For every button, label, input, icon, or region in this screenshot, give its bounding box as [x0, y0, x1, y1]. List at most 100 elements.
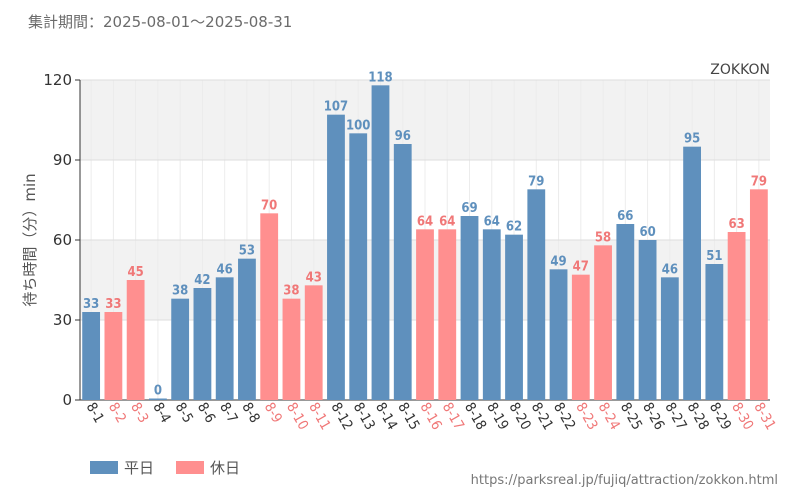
x-tick-label-8-25: 8-25 — [617, 400, 645, 433]
x-tick-label-8-21: 8-21 — [528, 400, 556, 433]
bar-8-3[interactable] — [126, 280, 145, 400]
x-tick-label-8-4: 8-4 — [149, 400, 173, 426]
bar-8-13[interactable] — [349, 133, 368, 401]
legend-label-holiday: 休日 — [210, 459, 241, 477]
x-tick-label-8-11: 8-11 — [305, 400, 333, 433]
bar-8-8[interactable] — [238, 258, 256, 400]
bar-8-19[interactable] — [482, 229, 501, 400]
value-label-8-10: 38 — [283, 284, 299, 299]
x-tick-label-8-28: 8-28 — [684, 400, 712, 433]
bar-8-24[interactable] — [594, 245, 612, 400]
value-label-8-23: 47 — [573, 260, 589, 275]
value-label-8-25: 66 — [617, 209, 633, 224]
value-label-8-22: 49 — [550, 254, 566, 269]
x-tick-label-8-10: 8-10 — [283, 400, 311, 433]
x-tick-label-8-24: 8-24 — [595, 400, 623, 433]
bar-8-12[interactable] — [327, 114, 345, 401]
x-tick-label-8-22: 8-22 — [550, 400, 578, 433]
bar-8-15[interactable] — [393, 144, 412, 400]
bar-8-30[interactable] — [727, 232, 746, 400]
value-label-8-31: 79 — [751, 174, 767, 189]
value-label-8-28: 95 — [684, 132, 700, 147]
x-tick-label-8-8: 8-8 — [238, 400, 262, 426]
legend-label-weekday: 平日 — [124, 459, 155, 477]
bar-8-23[interactable] — [571, 274, 590, 400]
value-label-8-14: 118 — [368, 70, 392, 85]
bar-8-5[interactable] — [171, 298, 190, 400]
value-label-8-24: 58 — [595, 230, 611, 245]
x-tick-label-8-20: 8-20 — [506, 400, 534, 433]
x-tick-label-8-23: 8-23 — [572, 400, 600, 433]
bar-8-17[interactable] — [438, 229, 457, 400]
x-tick-label-8-27: 8-27 — [661, 400, 689, 433]
bar-8-31[interactable] — [749, 189, 768, 400]
bar-8-6[interactable] — [193, 288, 212, 400]
value-label-8-15: 96 — [395, 129, 411, 144]
x-tick-label-8-19: 8-19 — [483, 400, 511, 433]
value-label-8-18: 69 — [461, 201, 477, 216]
bar-8-14[interactable] — [371, 85, 390, 400]
value-label-8-17: 64 — [439, 214, 455, 229]
bar-8-29[interactable] — [705, 264, 724, 400]
x-tick-label-8-14: 8-14 — [372, 400, 400, 433]
x-tick-label-8-5: 8-5 — [172, 400, 196, 426]
value-label-8-19: 64 — [484, 214, 500, 229]
x-tick-label-8-31: 8-31 — [750, 400, 778, 433]
value-label-8-11: 43 — [306, 270, 322, 285]
x-tick-label-8-9: 8-9 — [261, 400, 285, 426]
value-label-8-12: 107 — [324, 100, 348, 115]
value-label-8-29: 51 — [706, 249, 722, 264]
bar-8-9[interactable] — [260, 213, 279, 400]
legend-item-holiday[interactable]: 休日 — [176, 457, 240, 478]
legend-item-weekday[interactable]: 平日 — [90, 457, 154, 478]
x-tick-label-8-15: 8-15 — [394, 400, 422, 433]
x-tick-label-8-2: 8-2 — [105, 400, 129, 426]
bar-8-20[interactable] — [505, 234, 523, 400]
x-tick-label-8-13: 8-13 — [350, 400, 378, 433]
bar-8-11[interactable] — [304, 285, 323, 400]
x-tick-label-8-29: 8-29 — [706, 400, 734, 433]
x-tick-label-8-6: 8-6 — [194, 400, 218, 426]
value-label-8-5: 38 — [172, 284, 188, 299]
bar-8-27[interactable] — [660, 277, 679, 400]
bar-8-2[interactable] — [104, 312, 123, 400]
value-label-8-1: 33 — [83, 297, 99, 312]
legend: 平日 休日 — [90, 457, 262, 478]
source-url[interactable]: https://parksreal.jp/fujiq/attraction/zo… — [470, 473, 778, 488]
y-tick-label: 90 — [53, 151, 72, 169]
value-label-8-8: 53 — [239, 244, 255, 259]
y-axis-title: 待ち時間（分）min — [21, 173, 39, 306]
x-tick-label-8-7: 8-7 — [216, 400, 240, 426]
bar-8-7[interactable] — [215, 277, 234, 400]
value-label-8-20: 62 — [506, 220, 522, 235]
x-tick-label-8-18: 8-18 — [461, 400, 489, 433]
bar-8-28[interactable] — [683, 146, 701, 400]
value-label-8-21: 79 — [528, 174, 544, 189]
x-tick-label-8-12: 8-12 — [328, 400, 356, 433]
bar-8-16[interactable] — [416, 229, 434, 400]
x-tick-label-8-17: 8-17 — [439, 400, 467, 433]
y-tick-label: 0 — [62, 391, 72, 409]
period-label: 集計期間：2025-08-01～2025-08-31 — [28, 13, 293, 31]
bar-8-25[interactable] — [616, 224, 635, 400]
value-label-8-16: 64 — [417, 214, 433, 229]
bar-8-1[interactable] — [82, 312, 101, 400]
value-label-8-26: 60 — [639, 225, 655, 240]
bar-8-21[interactable] — [527, 189, 546, 400]
x-tick-label-8-26: 8-26 — [639, 400, 667, 433]
bar-8-22[interactable] — [549, 269, 568, 400]
bar-8-4[interactable] — [149, 398, 167, 401]
value-label-8-9: 70 — [261, 198, 277, 213]
x-tick-label-8-1: 8-1 — [83, 400, 107, 426]
value-label-8-3: 45 — [128, 265, 144, 280]
bar-8-10[interactable] — [282, 298, 301, 400]
y-tick-label: 120 — [43, 71, 72, 89]
y-tick-label: 30 — [53, 311, 72, 329]
value-label-8-30: 63 — [728, 217, 744, 232]
bar-8-26[interactable] — [638, 240, 657, 400]
x-tick-label-8-3: 8-3 — [127, 400, 151, 426]
bar-8-18[interactable] — [460, 216, 479, 400]
x-tick-label-8-30: 8-30 — [728, 400, 756, 433]
